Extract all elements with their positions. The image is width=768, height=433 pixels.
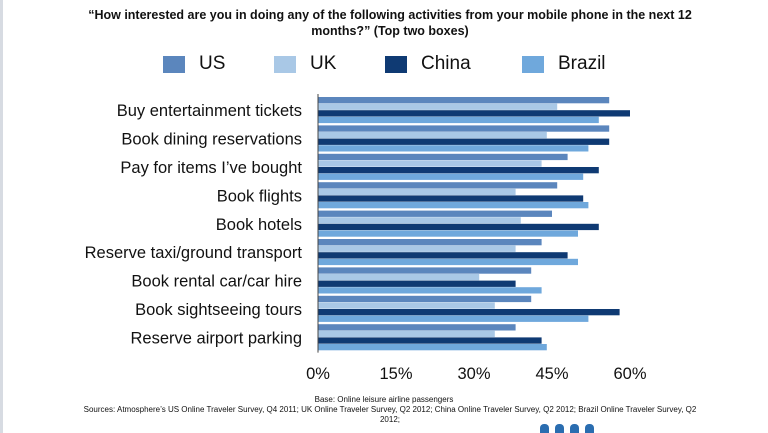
legend-item-china: China <box>385 50 471 78</box>
bar-china-3 <box>318 195 584 202</box>
bar-brazil-6 <box>318 287 542 294</box>
bar-brazil-0 <box>318 116 599 124</box>
bar-china-4 <box>318 223 599 231</box>
bar-uk-7 <box>318 302 495 309</box>
x-tick-label: 15% <box>379 365 412 383</box>
bar-uk-6 <box>318 274 480 281</box>
legend-label: Brazil <box>558 53 606 74</box>
bar-china-2 <box>318 167 599 174</box>
bar-us-1 <box>318 125 610 132</box>
bar-china-0 <box>318 110 630 117</box>
x-tick-label: 0% <box>306 365 330 383</box>
legend-swatch <box>274 55 296 73</box>
category-label: Book flights <box>217 187 302 205</box>
category-label: Book hotels <box>216 216 302 234</box>
bar-us-2 <box>318 153 568 161</box>
bar-us-0 <box>318 97 610 104</box>
bar-china-8 <box>318 337 542 344</box>
bar-uk-1 <box>318 132 547 139</box>
chart-title: “How interested are you in doing any of … <box>88 8 692 38</box>
bar-us-4 <box>318 210 552 217</box>
legend-label: China <box>421 53 471 74</box>
bar-uk-4 <box>318 217 521 224</box>
logo-fragment <box>540 424 630 433</box>
bar-uk-2 <box>318 160 542 167</box>
legend-item-brazil: Brazil <box>522 50 606 78</box>
category-label: Book sightseeing tours <box>135 301 302 319</box>
bar-brazil-1 <box>318 145 589 152</box>
bar-brazil-8 <box>318 344 547 351</box>
legend-swatch <box>522 55 544 73</box>
bar-china-1 <box>318 138 610 145</box>
left-border <box>0 0 3 433</box>
bar-us-5 <box>318 239 542 246</box>
bar-uk-3 <box>318 188 516 196</box>
bar-brazil-2 <box>318 173 584 180</box>
bar-brazil-3 <box>318 202 589 209</box>
legend: US UK China Brazil <box>0 50 768 78</box>
category-label: Pay for items I’ve bought <box>120 159 302 177</box>
category-label: Reserve airport parking <box>131 329 303 347</box>
bar-us-8 <box>318 324 516 331</box>
base-note: Base: Online leisure airline passengers <box>314 395 454 404</box>
bar-us-7 <box>318 295 532 303</box>
bar-brazil-7 <box>318 315 589 322</box>
bar-us-6 <box>318 267 532 274</box>
bar-china-7 <box>318 309 620 316</box>
legend-swatch <box>163 55 185 73</box>
legend-label: UK <box>310 53 337 74</box>
sources-note: Sources: Atmosphere’s US Online Traveler… <box>83 405 697 424</box>
legend-item-uk: UK <box>274 50 336 78</box>
bar-uk-5 <box>318 245 516 252</box>
category-label: Reserve taxi/ground transport <box>85 244 303 262</box>
bar-china-6 <box>318 280 516 287</box>
legend-swatch <box>385 55 407 73</box>
category-label: Buy entertainment tickets <box>117 102 302 120</box>
x-tick-label: 30% <box>457 365 490 383</box>
bar-uk-8 <box>318 330 495 338</box>
bar-us-3 <box>318 182 558 189</box>
bar-brazil-5 <box>318 258 578 266</box>
bar-uk-0 <box>318 103 558 110</box>
x-tick-label: 60% <box>613 365 646 383</box>
legend-item-us: US <box>163 50 225 78</box>
bar-brazil-4 <box>318 230 578 237</box>
x-tick-label: 45% <box>535 365 568 383</box>
category-label: Book dining reservations <box>121 131 302 149</box>
bar-china-5 <box>318 252 568 259</box>
legend-label: US <box>199 53 226 74</box>
category-label: Book rental car/car hire <box>131 273 302 291</box>
